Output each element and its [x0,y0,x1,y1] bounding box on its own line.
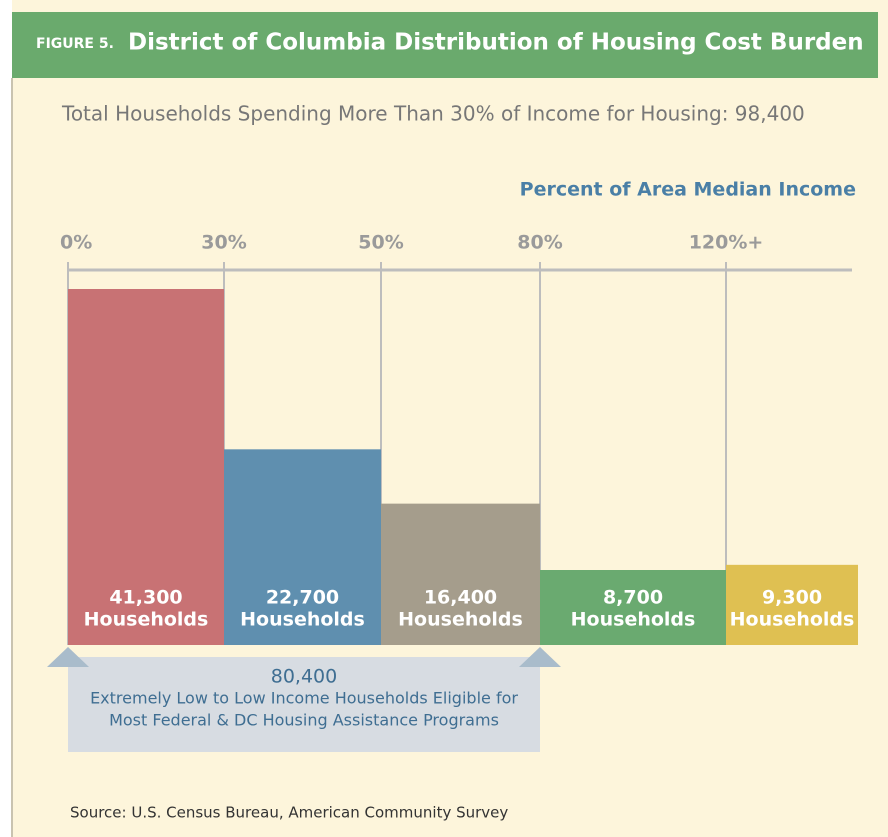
x-tick-label: 50% [358,232,403,254]
bar [68,289,224,645]
bar [224,449,381,645]
source: Source: U.S. Census Bureau, American Com… [70,804,508,822]
annotation-value: 80,400 [271,666,337,688]
annotation-text: Most Federal & DC Housing Assistance Pro… [109,711,499,730]
bar [381,503,540,645]
bar [540,570,726,645]
value-label: 41,300 [109,587,182,609]
annotation-text: Extremely Low to Low Income Households E… [90,689,518,708]
value-label: 22,700 [266,587,339,609]
bracket-arrow [519,647,561,667]
unit-label: Households [84,609,209,631]
bracket-arrow [47,647,89,667]
x-tick-label: 80% [517,232,562,254]
value-label: 9,300 [762,587,822,609]
x-tick-label: 0% [60,232,92,254]
x-tick-label: 30% [201,232,246,254]
bar [726,564,858,645]
value-label: 8,700 [603,587,663,609]
plot: 0% 30% 50% 80% 120%+41,300Households22,700Ho… [47,232,858,822]
x-axis-title: Percent of Area Median Income [520,179,856,201]
header-band [12,12,878,78]
x-tick-label: 120%+ [689,232,764,254]
unit-label: Households [730,609,855,631]
subtitle: Total Households Spending More Than 30% … [61,102,805,126]
figure-label: FIGURE 5. [36,36,114,52]
unit-label: Households [240,609,365,631]
unit-label: Households [398,609,523,631]
value-label: 16,400 [424,587,497,609]
unit-label: Households [571,609,696,631]
chart-title: District of Columbia Distribution of Hou… [128,30,864,56]
annotation-box [68,657,540,752]
